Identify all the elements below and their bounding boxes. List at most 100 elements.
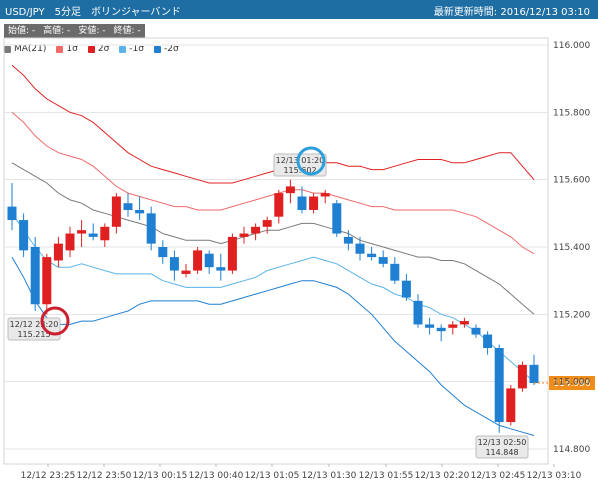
- candle-body: [77, 230, 87, 234]
- y-tick-label: 115.600: [553, 176, 590, 186]
- candle-body: [367, 253, 377, 258]
- ohlc-high: 高値: -: [43, 26, 71, 36]
- candle-body: [401, 280, 411, 298]
- candle-body: [53, 243, 63, 261]
- candle-body: [30, 247, 40, 305]
- grid: [3, 37, 549, 465]
- legend-swatch: [153, 45, 161, 53]
- legend-label: -2σ: [163, 44, 179, 54]
- bollinger-bands: [11, 64, 535, 436]
- candle-body: [297, 196, 307, 210]
- legend-item-minus1sigma[interactable]: -1σ: [119, 44, 144, 54]
- candle-body: [378, 257, 388, 264]
- x-tick-label: 12/13 00:40: [189, 471, 244, 481]
- candle-body: [355, 243, 365, 254]
- candle-body: [169, 257, 179, 271]
- candle-body: [425, 324, 435, 328]
- annotation-time: 12/13 01:20: [276, 156, 325, 165]
- x-tick-label: 12/13 02:45: [471, 471, 526, 481]
- candle-body: [529, 364, 539, 384]
- candle-body: [274, 193, 284, 217]
- candle-body: [181, 270, 191, 274]
- candle-body: [436, 327, 446, 332]
- band-line-2σ: [11, 64, 535, 184]
- x-tick-label: 12/13 03:10: [527, 471, 582, 481]
- annotation-box: [7, 317, 61, 341]
- candle-body: [262, 220, 272, 227]
- legend: MA(21) 1σ 2σ -1σ -2σ: [4, 44, 189, 54]
- highlight-circle: [296, 146, 326, 176]
- annotation-time: 12/12 23:20: [10, 320, 59, 329]
- x-tick-label: 12/12 23:50: [77, 471, 132, 481]
- price-tag-label: 114.996: [553, 379, 590, 389]
- candle-body: [204, 253, 214, 268]
- y-tick-label: 115.200: [553, 310, 590, 320]
- candle-body: [390, 263, 400, 281]
- candle-body: [88, 233, 98, 237]
- candle-body: [135, 209, 145, 214]
- annotation-price: 115.602: [283, 166, 316, 175]
- header-bar: USD/JPY 5分足 ボリンジャーバンド 最新更新時間: 2016/12/13…: [0, 0, 598, 19]
- x-tick-label: 12/12 23:25: [21, 471, 76, 481]
- candle-body: [517, 364, 527, 389]
- legend-item-ma21[interactable]: MA(21): [4, 44, 46, 54]
- ohlc-bar: 始値: - 高値: - 安値: - 終値: -: [4, 24, 145, 38]
- plot-frame: [3, 37, 549, 465]
- ohlc-open: 始値: -: [8, 26, 36, 36]
- candle-body: [216, 267, 226, 271]
- annotation-price: 114.848: [485, 448, 518, 457]
- legend-label: -1σ: [129, 44, 144, 54]
- candles: [7, 179, 539, 433]
- x-tick-label: 12/13 01:05: [245, 471, 300, 481]
- legend-item-1sigma[interactable]: 1σ: [56, 44, 78, 54]
- ohlc-low: 安値: -: [78, 26, 106, 36]
- candle-body: [239, 233, 249, 237]
- candle-body: [158, 247, 168, 258]
- candle-body: [146, 213, 156, 244]
- candle-body: [413, 300, 423, 325]
- legend-swatch: [4, 45, 11, 53]
- x-tick-label: 12/13 01:30: [302, 471, 357, 481]
- candle-body: [285, 186, 295, 194]
- candle-body: [251, 226, 261, 234]
- x-tick-label: 12/13 01:55: [359, 471, 414, 481]
- chart-title: USD/JPY 5分足 ボリンジャーバンド: [5, 7, 181, 18]
- candle-body: [459, 321, 469, 325]
- candle-body: [332, 203, 342, 234]
- candle-body: [227, 236, 237, 271]
- legend-swatch: [119, 45, 127, 53]
- candle-body: [100, 226, 110, 241]
- band-line-1σ: [11, 111, 535, 255]
- candle-body: [19, 220, 29, 251]
- y-tick-label: 114.800: [553, 445, 590, 455]
- candle-body: [309, 196, 319, 210]
- candle-body: [506, 388, 516, 423]
- candle-body: [320, 193, 330, 197]
- annotation-time: 12/13 02:50: [478, 438, 527, 447]
- highlight-circle: [40, 306, 70, 336]
- band-line--1σ: [11, 213, 535, 383]
- legend-item-minus2sigma[interactable]: -2σ: [153, 44, 179, 54]
- candle-body: [483, 334, 493, 348]
- legend-swatch: [56, 45, 64, 53]
- band-line-MA(21): [11, 162, 535, 315]
- y-tick-label: 115.800: [553, 108, 590, 118]
- candle-body: [448, 324, 458, 328]
- candle-body: [123, 203, 133, 210]
- x-tick-label: 12/13 00:15: [133, 471, 188, 481]
- candle-body: [343, 236, 353, 244]
- axes: 114.800 115.000 115.200 115.400 115.600 115.8…: [21, 41, 591, 481]
- legend-swatch: [87, 45, 95, 53]
- legend-label: 2σ: [97, 44, 110, 54]
- band-line--2σ: [11, 256, 535, 436]
- candle-body: [42, 257, 52, 305]
- annotation-price: 115.215: [17, 330, 50, 339]
- legend-label: 1σ: [66, 44, 78, 54]
- candle-body: [471, 327, 481, 335]
- x-tick-label: 12/13 02:20: [415, 471, 470, 481]
- annotation-box: [475, 435, 529, 459]
- last-updated: 最新更新時間: 2016/12/13 03:10: [433, 7, 590, 18]
- legend-item-2sigma[interactable]: 2σ: [87, 44, 110, 54]
